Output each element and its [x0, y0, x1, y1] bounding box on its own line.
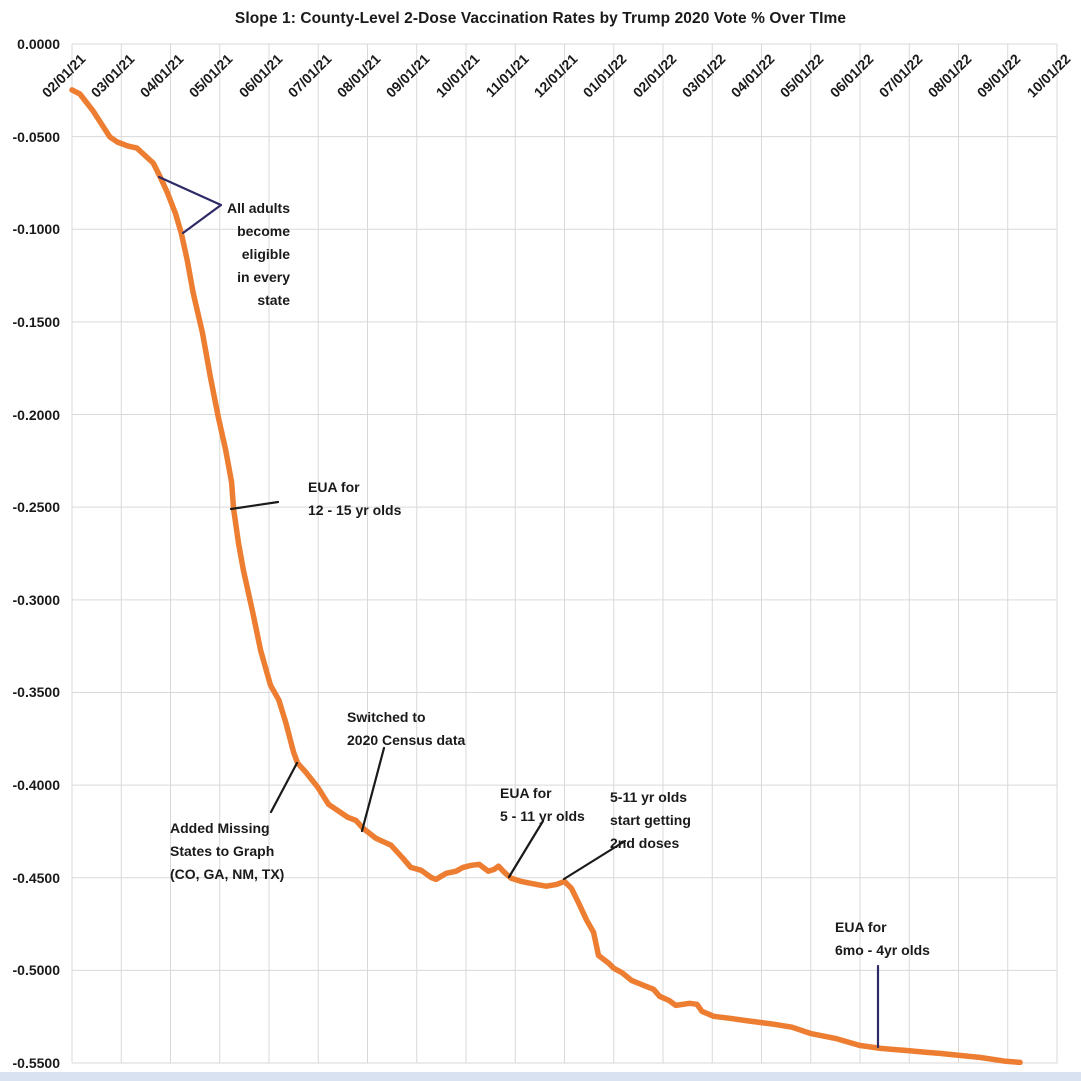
y-tick-label: -0.1000	[12, 221, 60, 238]
annotation-text-line: eligible	[241, 246, 290, 262]
y-tick-label: -0.2000	[12, 406, 60, 423]
annotation-text-line: All adults	[226, 200, 290, 216]
annotation-text-line: 12 - 15 yr olds	[308, 502, 402, 518]
annotation-text-line: Added Missing	[170, 820, 270, 836]
window-edge	[0, 1072, 1081, 1081]
annotation-text-line: EUA for	[500, 785, 552, 801]
annotation-callout-line-census-switch	[360, 746, 386, 833]
annotation-second-doses-5-11: 5-11 yr olds start getting 2nd doses	[610, 786, 691, 855]
y-tick-label: -0.5000	[12, 962, 60, 979]
y-tick-label: 0.0000	[17, 36, 60, 52]
annotation-eua-5-11: EUA for 5 - 11 yr olds	[500, 782, 585, 828]
y-tick-label: -0.3500	[12, 684, 60, 701]
y-tick-label: -0.1500	[12, 313, 60, 330]
y-tick-label: -0.5500	[12, 1055, 60, 1071]
annotation-text-line: 5-11 yr olds	[610, 789, 688, 805]
annotation-text-line: in every	[237, 269, 290, 285]
annotation-eua-12-15: EUA for 12 - 15 yr olds	[308, 476, 401, 522]
annotation-callout-line-added-missing-states	[269, 761, 299, 814]
y-tick-label: -0.0500	[12, 128, 60, 145]
annotation-eua-6mo-4yr: EUA for 6mo - 4yr olds	[835, 916, 930, 962]
annotation-callout-line-all-adults-eligible	[181, 203, 223, 235]
annotation-text-line: 2020 Census data	[347, 732, 466, 748]
annotation-text-line: EUA for	[308, 479, 360, 495]
annotation-text-line: state	[257, 292, 290, 308]
annotation-text-line: 6mo - 4yr olds	[835, 942, 930, 958]
annotation-text-line: 5 - 11 yr olds	[500, 808, 585, 824]
annotation-census-switch: Switched to 2020 Census data	[347, 706, 465, 752]
annotation-added-missing-states: Added Missing States to Graph (CO, GA, NM,…	[170, 817, 284, 886]
annotation-text-line: 2nd doses	[610, 835, 680, 851]
annotation-callout-line-eua-5-11	[507, 819, 545, 879]
annotation-text-line: EUA for	[835, 919, 887, 935]
annotation-callout-line-second-doses-5-11	[562, 839, 627, 881]
y-tick-label: -0.3000	[12, 591, 60, 608]
annotation-text-line: become	[237, 223, 290, 239]
annotation-callout-line-all-adults-eligible	[157, 175, 223, 207]
annotation-text-line: States to Graph	[170, 843, 275, 859]
data-series-line	[69, 87, 1023, 1066]
annotation-text-line: Switched to	[347, 709, 426, 725]
y-tick-label: -0.4000	[12, 777, 60, 794]
annotation-callout-line-eua-12-15	[229, 500, 280, 511]
y-tick-label: -0.4500	[12, 869, 60, 886]
annotation-text-line: (CO, GA, NM, TX)	[170, 866, 285, 882]
annotation-text-line: start getting	[610, 812, 691, 828]
y-tick-label: -0.2500	[12, 499, 60, 516]
chart-title: Slope 1: County-Level 2-Dose Vaccination…	[234, 10, 847, 27]
annotation-all-adults-eligible: All adults become eligible in every state	[227, 197, 290, 312]
